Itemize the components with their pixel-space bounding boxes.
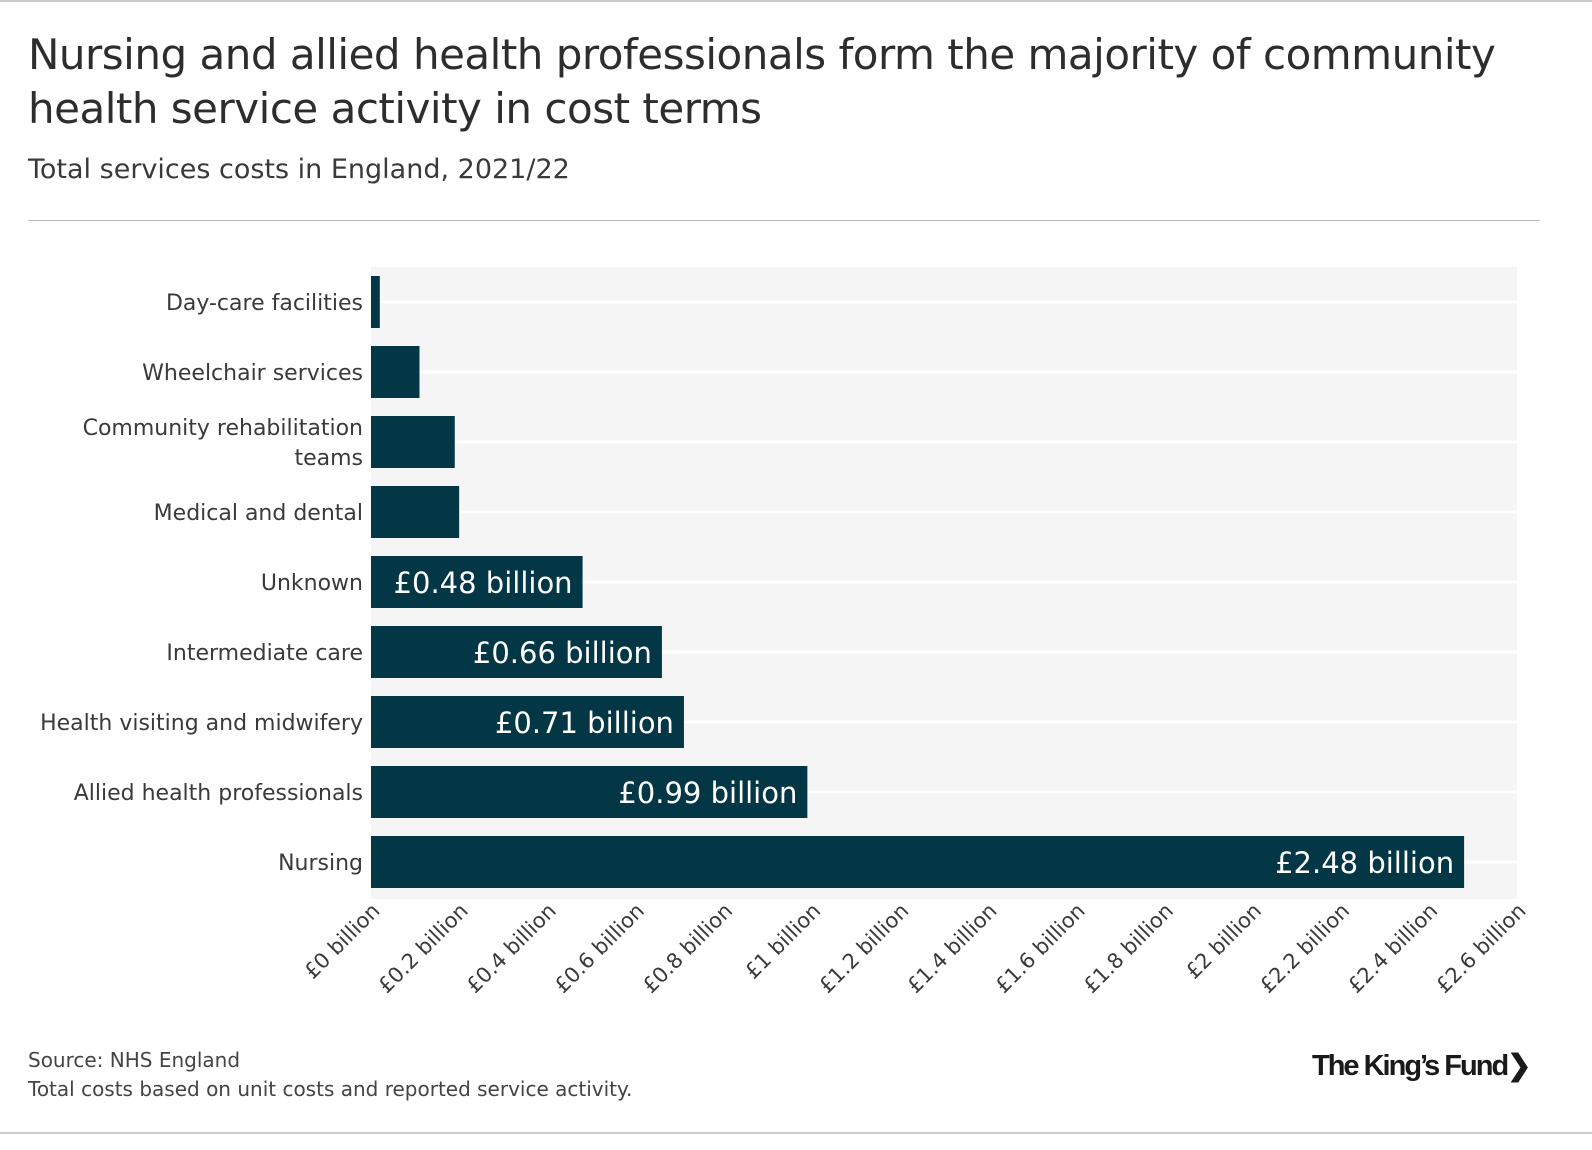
x-tick-label: £1.4 billion <box>902 899 1001 998</box>
x-tick-label: £0.6 billion <box>550 899 649 998</box>
x-tick-label: £1 billion <box>740 899 825 984</box>
category-label: Nursing <box>278 851 363 876</box>
source-text: Source: NHS England <box>28 1048 241 1072</box>
data-label: £0.48 billion <box>394 566 573 600</box>
x-tick-label: £2.2 billion <box>1255 899 1354 998</box>
divider <box>28 220 1540 221</box>
x-tick-label: £2.6 billion <box>1431 899 1530 998</box>
bottom-border <box>0 1132 1592 1134</box>
chart-subtitle: Total services costs in England, 2021/22 <box>28 154 570 185</box>
category-label: Wheelchair services <box>142 361 363 386</box>
data-label: £2.48 billion <box>1275 846 1454 880</box>
bar <box>371 416 455 468</box>
footer: Source: NHS England Total costs based on… <box>28 1046 632 1104</box>
x-tick-label: £2.4 billion <box>1343 899 1442 998</box>
x-tick-label: £0.4 billion <box>462 899 561 998</box>
bar-chart: Day-care facilities Wheelchair services Co… <box>40 276 1531 998</box>
x-tick-label: £1.6 billion <box>991 899 1090 998</box>
category-label: Medical and dental <box>154 501 363 526</box>
x-tick-label: £1.2 billion <box>814 899 913 998</box>
x-tick-label: £0.2 billion <box>374 899 473 998</box>
kings-fund-logo: The King’s Fund❯ <box>1312 1050 1531 1082</box>
bar <box>371 346 420 398</box>
data-label: £0.71 billion <box>495 706 674 740</box>
note-text: Total costs based on unit costs and repo… <box>28 1077 633 1101</box>
x-tick-label: £0 billion <box>300 899 385 984</box>
bar <box>371 766 808 818</box>
chart-title: Nursing and allied health professionals … <box>28 30 1496 133</box>
category-label: Allied health professionals <box>74 781 363 806</box>
category-label: Day-care facilities <box>166 291 363 316</box>
bar <box>371 556 583 608</box>
data-label: £0.99 billion <box>618 776 797 810</box>
bar <box>371 276 380 328</box>
bar <box>371 626 662 678</box>
bar <box>371 836 1465 888</box>
category-label: Community rehabilitation <box>83 416 363 441</box>
x-tick-label: £1.8 billion <box>1079 899 1178 998</box>
top-border <box>0 0 1592 2</box>
bar <box>371 696 684 748</box>
x-tick-label: £0.8 billion <box>638 899 737 998</box>
category-label: Intermediate care <box>166 641 363 666</box>
bar <box>371 486 460 538</box>
category-label: Health visiting and midwifery <box>40 711 363 736</box>
x-tick-label: £2 billion <box>1181 899 1266 984</box>
data-label: £0.66 billion <box>473 636 652 670</box>
category-label: teams <box>294 446 363 471</box>
category-label: Unknown <box>261 571 363 596</box>
